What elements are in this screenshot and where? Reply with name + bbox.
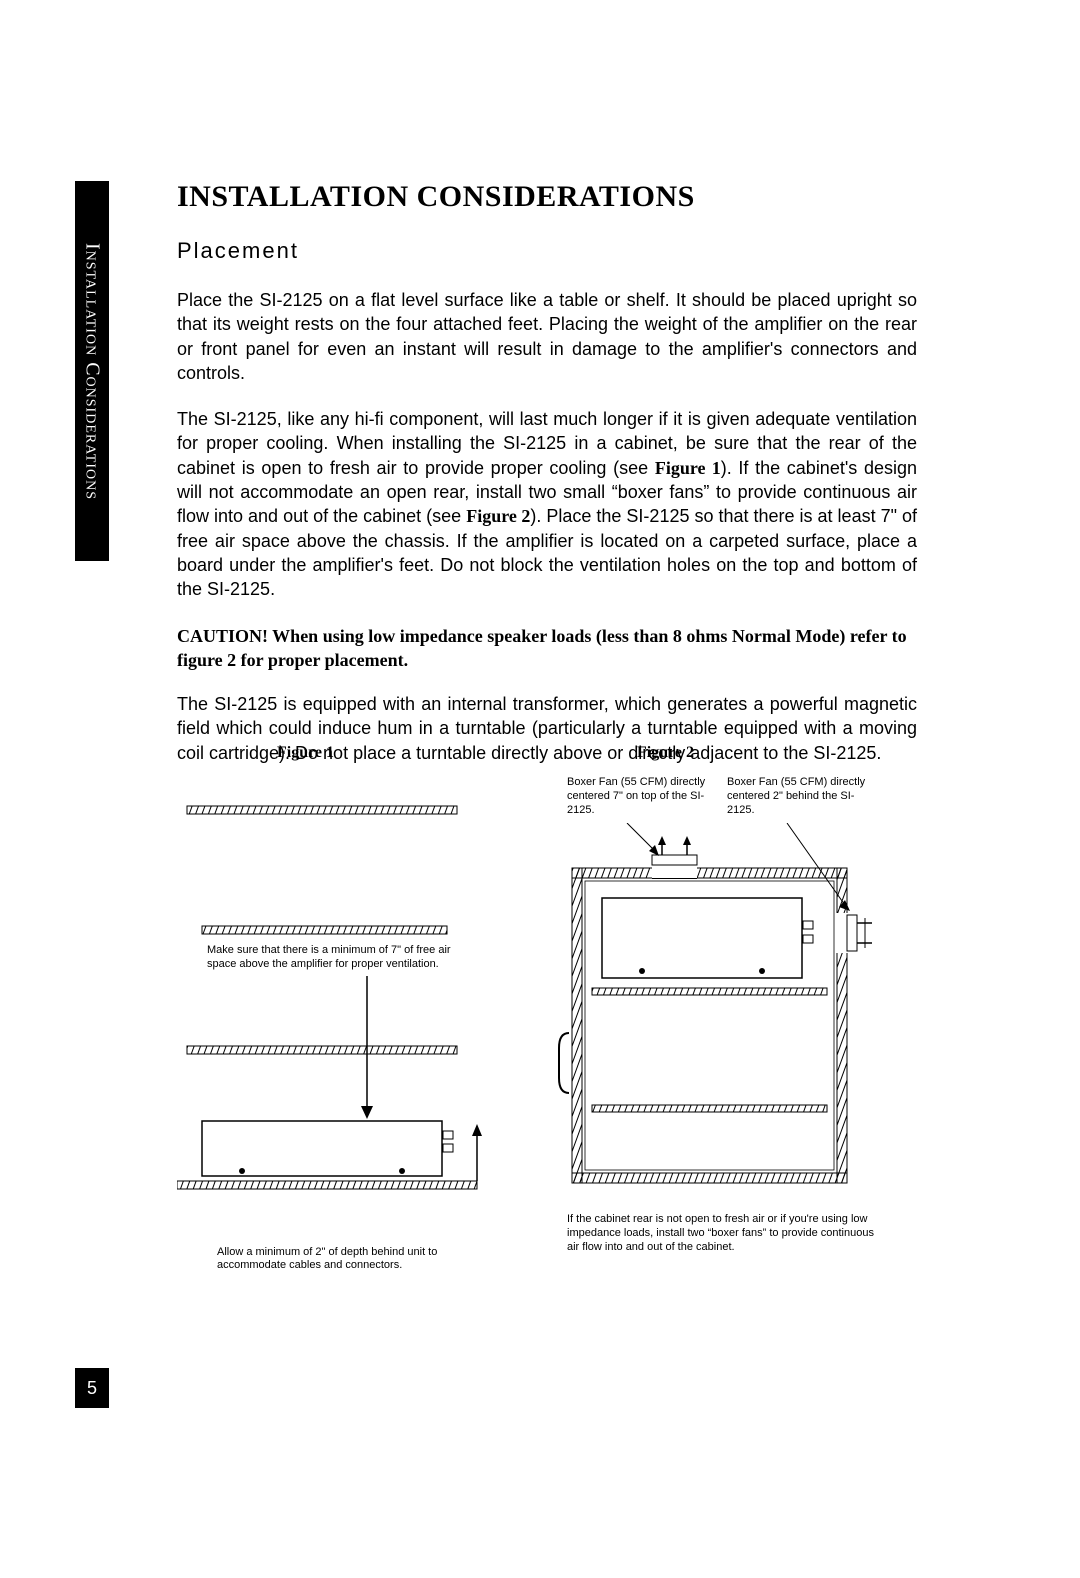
figure-1-label: Figure 1 <box>177 744 334 762</box>
figure-2-fan-rear-note: Boxer Fan (55 CFM) directly centered 2" … <box>727 776 867 817</box>
fig1-ref: Figure 1 <box>655 458 721 478</box>
figure-2-note-bottom: If the cabinet rear is not open to fresh… <box>557 1213 877 1254</box>
content-area: INSTALLATION CONSIDERATIONS Placement Pl… <box>177 180 917 787</box>
side-tab: Installation Considerations <box>75 181 109 561</box>
figures-row: Figure 1 <box>177 744 957 1291</box>
figure-1-note-mid: Make sure that there is a minimum of 7" … <box>207 944 457 972</box>
section-subheading: Placement <box>177 238 917 264</box>
paragraph-2: The SI-2125, like any hi-fi component, w… <box>177 407 917 601</box>
caution-paragraph: CAUTION! When using low impedance speake… <box>177 624 917 673</box>
figure-2-fan-top-note: Boxer Fan (55 CFM) directly centered 7" … <box>567 776 707 817</box>
figure-2-label: Figure 2 <box>557 744 694 762</box>
paragraph-1: Place the SI-2125 on a flat level surfac… <box>177 288 917 385</box>
page-number-text: 5 <box>87 1378 97 1399</box>
figure-1-note-bottom: Allow a minimum of 2" of depth behind un… <box>217 1246 457 1274</box>
fig2-ref: Figure 2 <box>466 506 530 526</box>
figure-1: Figure 1 <box>177 744 497 1291</box>
page-title: INSTALLATION CONSIDERATIONS <box>177 180 917 214</box>
figure-2-diagram <box>557 823 897 1203</box>
figure-1-diagram <box>177 776 497 1236</box>
side-tab-label: Installation Considerations <box>81 243 104 500</box>
page-number: 5 <box>75 1368 109 1408</box>
figure-2: Figure 2 Boxer Fan (55 CFM) directly cen… <box>557 744 917 1291</box>
